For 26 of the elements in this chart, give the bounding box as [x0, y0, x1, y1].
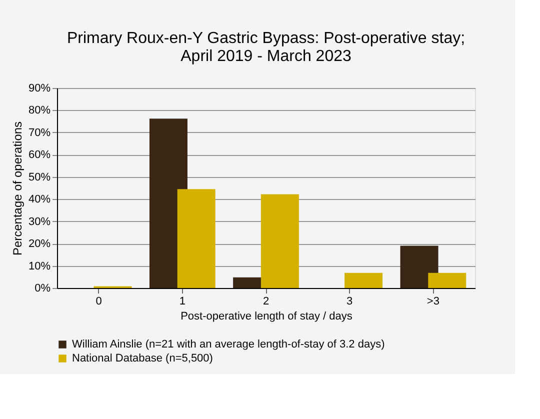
- y-tick-label: 40%: [28, 194, 51, 206]
- x-tick-label: >3: [426, 296, 440, 308]
- y-tick-label: 70%: [28, 126, 51, 139]
- y-tick-label: 30%: [28, 216, 51, 228]
- bar: [344, 272, 383, 288]
- x-tick-label: 2: [262, 296, 270, 308]
- y-tick-label: 50%: [28, 171, 51, 184]
- y-tick-label: 10%: [28, 260, 51, 272]
- x-tick-label: 0: [96, 296, 102, 308]
- text: Primary Roux-en-Y Gastric Bypass: Post-operative stay;: [66, 30, 466, 47]
- bar: [260, 194, 299, 288]
- y-axis-title: Percentage of operations: [10, 121, 24, 256]
- y-tick-label: 90%: [28, 82, 51, 94]
- y-tick-label: 60%: [28, 149, 51, 162]
- x-tick-label: 1: [179, 296, 186, 308]
- bar: [428, 272, 466, 288]
- y-tick-label: 80%: [28, 104, 51, 117]
- y-tick-label: 0%: [34, 282, 51, 294]
- x-axis-title: Post-operative length of stay / days: [180, 310, 353, 322]
- legend-label: William Ainslie (n=21 with an average length-of-stay of 3.2 days): [72, 338, 385, 350]
- legend-label: National Database (n=5,500): [72, 352, 213, 364]
- y-tick-label: 20%: [28, 238, 51, 250]
- bar: [177, 189, 216, 288]
- bar: [400, 246, 438, 288]
- text: April 2019 - March 2023: [180, 48, 352, 65]
- x-tick-label: 3: [346, 296, 353, 308]
